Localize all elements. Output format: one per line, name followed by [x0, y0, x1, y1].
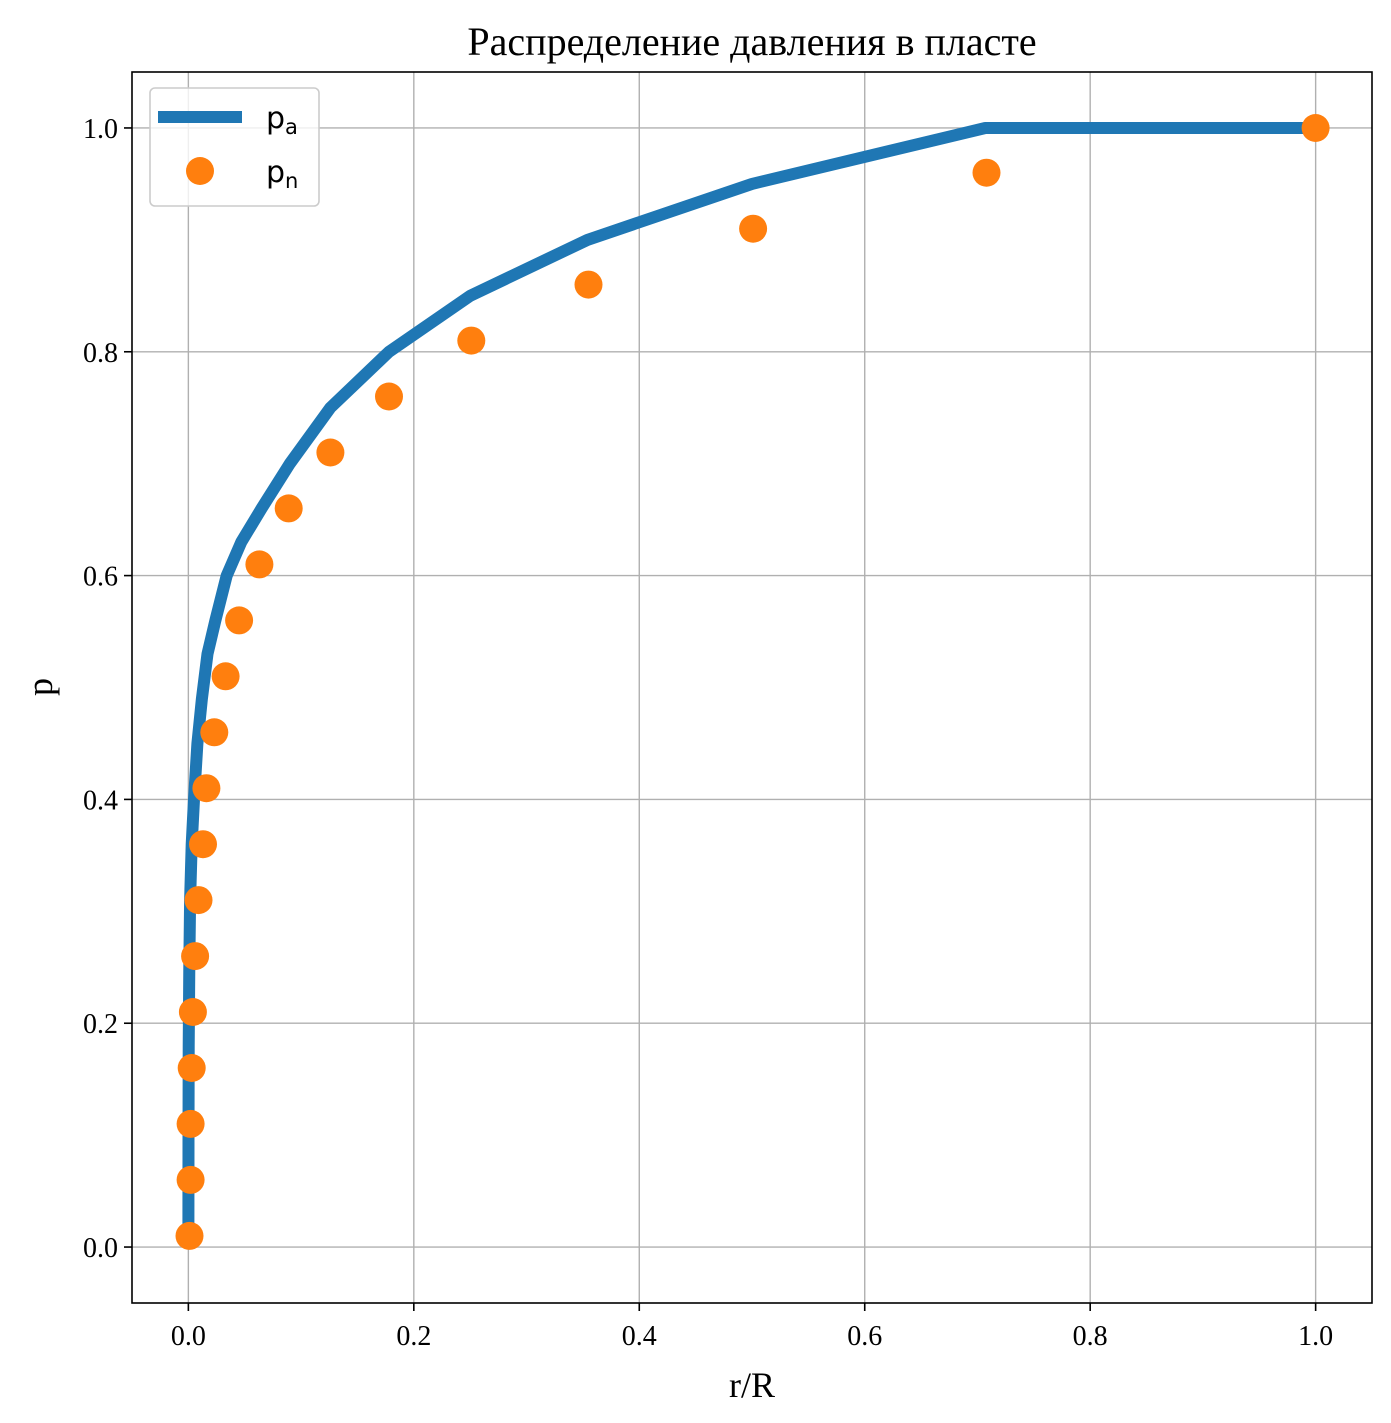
series-point-pn: [192, 774, 221, 803]
x-axis-label: r/R: [729, 1365, 775, 1405]
y-tick-label: 1.0: [83, 114, 118, 145]
y-tick-label: 0.8: [83, 338, 118, 369]
legend-label-pn: pn: [266, 155, 298, 193]
series-point-pn: [178, 998, 207, 1026]
series-line-pa: [182, 122, 1316, 1247]
legend-label-pn-sub: n: [285, 169, 298, 193]
x-tick-label: 0.8: [1073, 1321, 1108, 1352]
series-point-pn: [574, 270, 603, 299]
x-tick-label: 1.0: [1298, 1321, 1333, 1352]
legend: pa pn: [149, 87, 320, 207]
plot-area: [132, 72, 1372, 1303]
series-point-pn: [457, 326, 486, 355]
series-point-pn: [225, 606, 254, 635]
legend-label-pa: pa: [266, 101, 298, 139]
y-axis-label: p: [20, 678, 60, 696]
series-point-pn: [177, 1054, 206, 1082]
series-point-pn: [200, 718, 229, 747]
y-tick-label: 0.4: [83, 785, 118, 816]
x-tick-label: 0.2: [396, 1321, 431, 1352]
legend-label-pa-main: p: [266, 101, 285, 136]
plot-frame: [131, 71, 1373, 1304]
x-tick-label: 0.6: [847, 1321, 882, 1352]
series-point-pn: [972, 158, 1001, 187]
series-point-pn: [274, 494, 303, 523]
legend-label-pa-sub: a: [285, 115, 298, 139]
series-point-pn: [245, 550, 274, 579]
legend-label-pn-main: p: [266, 155, 285, 190]
series-point-pn: [175, 1221, 204, 1250]
x-tick-label: 0.0: [171, 1321, 206, 1352]
ticks: 0.0 0.2 0.4 0.6 0.8 1.0 0.0 0.2 0.4 0.6 0.8 1.0: [83, 114, 1333, 1352]
series-point-pn: [316, 438, 345, 467]
series-point-pn: [739, 214, 768, 243]
series-point-pn: [189, 830, 217, 859]
series-point-pn: [176, 1109, 205, 1138]
y-tick-label: 0.6: [83, 562, 118, 593]
grid: [132, 72, 1372, 1303]
x-tick-label: 0.4: [622, 1321, 657, 1352]
series-layer: [175, 114, 1330, 1250]
chart-title: Распределение давления в пласте: [467, 19, 1036, 64]
series-point-pn: [181, 942, 210, 971]
series-point-pn: [184, 886, 213, 915]
series-point-pn: [176, 1165, 205, 1194]
legend-marker-pn: [186, 157, 214, 185]
series-point-pn: [375, 382, 403, 411]
y-tick-label: 0.2: [83, 1009, 118, 1040]
y-tick-label: 0.0: [83, 1233, 118, 1264]
series-point-pn: [211, 662, 240, 691]
series-point-pn: [1301, 114, 1330, 142]
